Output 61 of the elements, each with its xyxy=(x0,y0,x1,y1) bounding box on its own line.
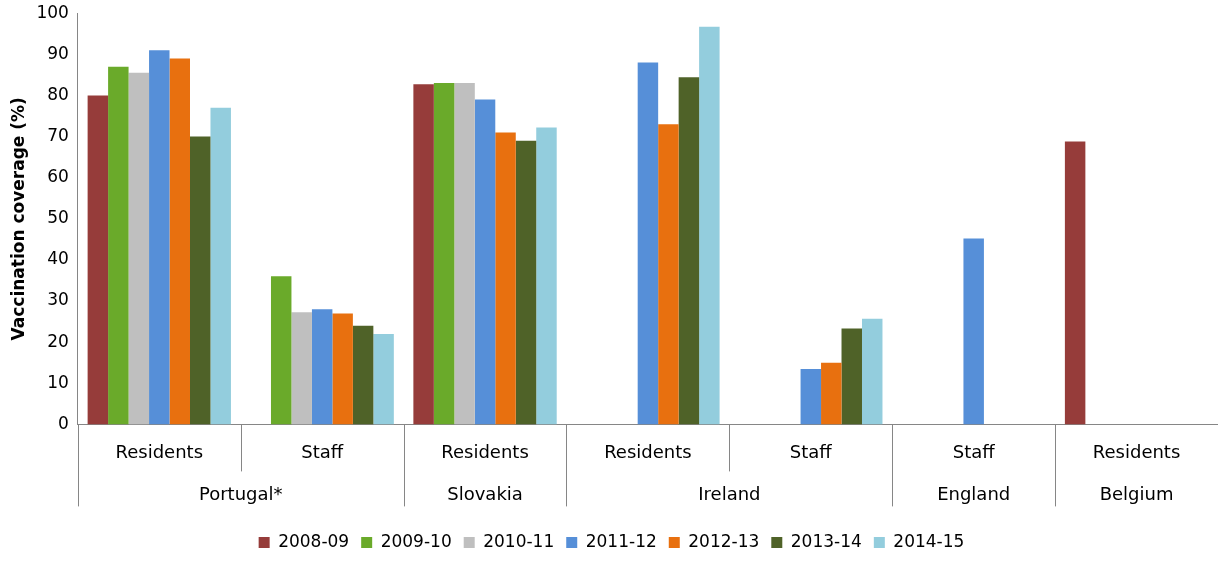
legend-label: 2012-13 xyxy=(688,530,760,551)
legend-label: 2011-12 xyxy=(585,530,657,551)
legend-label: 2013-14 xyxy=(790,530,862,551)
bar xyxy=(373,333,394,425)
bar xyxy=(474,99,496,425)
text: Belgium xyxy=(1099,483,1174,505)
x-tick-label: Residents xyxy=(1092,440,1181,462)
bar xyxy=(291,312,312,425)
bar xyxy=(270,276,292,425)
text: England xyxy=(937,483,1011,505)
x-tick-label: Residents xyxy=(441,440,529,462)
legend-label: 2014-15 xyxy=(893,530,965,551)
bar xyxy=(1064,141,1086,425)
bar xyxy=(433,83,455,425)
y-tick-label: 20 xyxy=(47,330,69,351)
bar xyxy=(169,58,190,425)
legend-label: 2008-09 xyxy=(278,530,350,551)
bar xyxy=(678,77,700,425)
bar xyxy=(536,127,557,425)
x-tick-label: Residents xyxy=(115,440,204,462)
bar xyxy=(658,124,679,425)
y-tick-label: 10 xyxy=(47,371,69,392)
bar xyxy=(87,95,109,425)
y-axis-title: Vaccination coverage (%) xyxy=(7,97,28,341)
y-tick-label: 70 xyxy=(47,124,69,145)
legend-label: 2010-11 xyxy=(483,530,555,551)
y-tick-label: 30 xyxy=(47,289,69,310)
x-tick-label: Residents xyxy=(604,440,692,462)
bar xyxy=(800,368,822,425)
bar xyxy=(352,325,374,425)
bar xyxy=(149,50,170,425)
bar xyxy=(454,83,475,425)
bar xyxy=(515,140,537,425)
y-tick-label: 100 xyxy=(36,1,69,22)
bar xyxy=(861,318,883,425)
bar xyxy=(963,238,984,425)
y-tick-label: 50 xyxy=(47,207,69,228)
y-tick-label: 0 xyxy=(58,412,69,433)
bar xyxy=(841,328,862,425)
legend-label: 2009-10 xyxy=(380,530,452,551)
bar xyxy=(190,136,211,425)
y-tick-label: 40 xyxy=(47,248,69,269)
text: Slovakia xyxy=(447,483,523,505)
y-tick-label: 90 xyxy=(47,42,69,63)
x-tick-label: Staff xyxy=(301,440,344,462)
x-tick-label: Staff xyxy=(952,440,996,462)
bar xyxy=(128,72,150,425)
bar xyxy=(311,309,333,425)
y-tick-label: 60 xyxy=(47,166,69,187)
text: Ireland xyxy=(698,483,761,505)
y-tick-label: 80 xyxy=(47,83,69,104)
x-tick-label: Staff xyxy=(789,440,833,462)
bar xyxy=(210,107,231,425)
text: Portugal* xyxy=(198,483,283,505)
bar xyxy=(821,362,842,425)
bar xyxy=(495,132,516,425)
bar xyxy=(637,62,659,425)
bar xyxy=(413,84,434,425)
bar xyxy=(108,66,129,425)
bar xyxy=(699,26,720,425)
bar xyxy=(332,313,353,425)
